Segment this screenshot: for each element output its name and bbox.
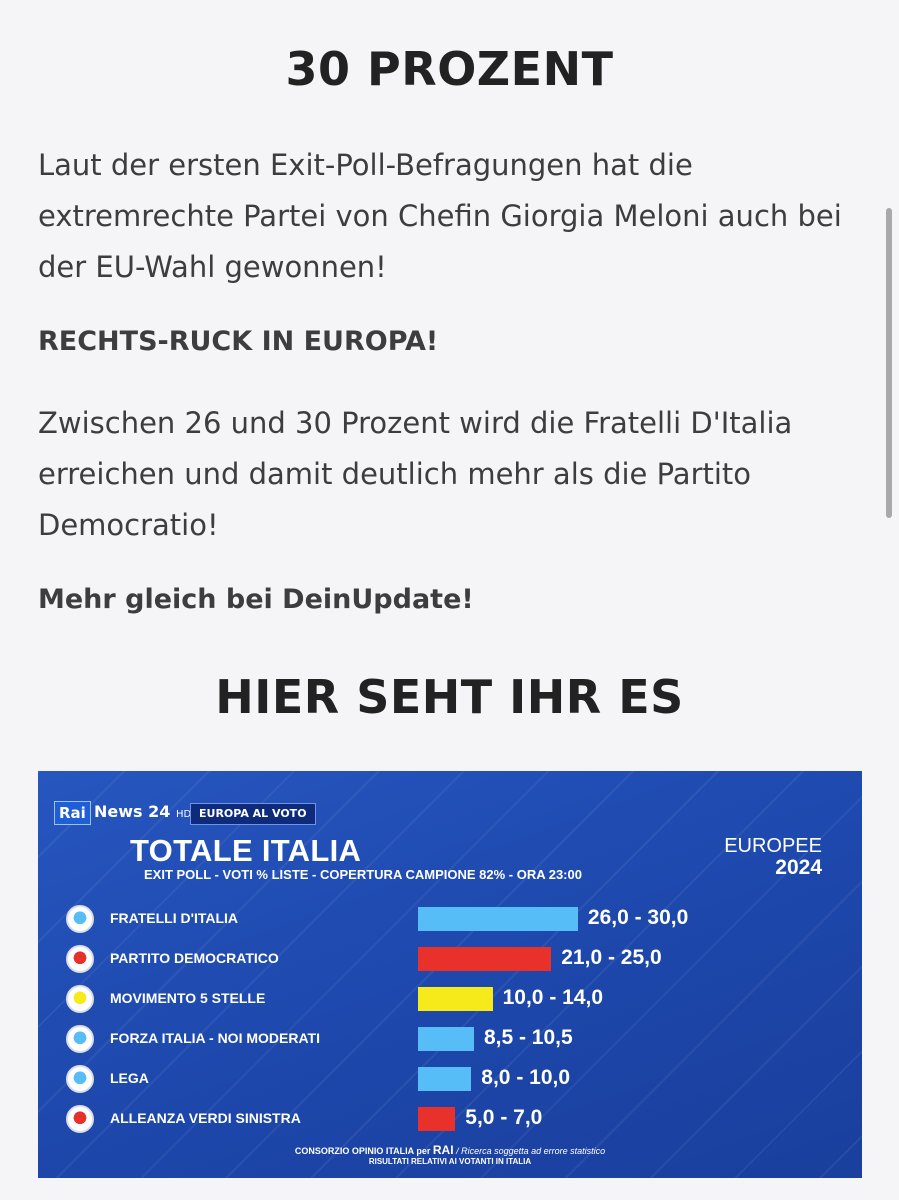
rai-logo: Rai (54, 801, 91, 825)
europa-al-voto-tag: EUROPA AL VOTO (190, 803, 316, 825)
article-headline: 30 PROZENT (285, 42, 614, 96)
fdi-logo-icon (66, 905, 94, 933)
result-row: MOVIMENTO 5 STELLE 10,0 - 14,0 (38, 981, 862, 1017)
pd-logo-icon (66, 945, 94, 973)
result-value-label: 21,0 - 25,0 (561, 946, 662, 969)
source-rai: RAI (432, 1143, 454, 1157)
source-credit: CONSORZIO OPINIO ITALIA per RAI / Ricerc… (38, 1143, 862, 1157)
result-value-label: 8,0 - 10,0 (481, 1066, 571, 1089)
graphic-subtitle: EXIT POLL - VOTI % LISTE - COPERTURA CAM… (144, 867, 582, 882)
europee-label: EUROPEE (724, 835, 822, 857)
article-headline-secondary: HIER SEHT IHR ES (215, 670, 684, 724)
result-value-label: 5,0 - 7,0 (465, 1106, 543, 1129)
europee-2024-badge: EUROPEE 2024 (724, 835, 822, 879)
m5s-logo-icon (66, 985, 94, 1013)
source-scope: RISULTATI RELATIVI AI VOTANTI IN ITALIA (368, 1157, 532, 1166)
result-row: LEGA 8,0 - 10,0 (38, 1061, 862, 1097)
result-bar (418, 947, 552, 971)
party-name: FORZA ITALIA - NOI MODERATI (110, 1030, 320, 1046)
result-value-label: 10,0 - 14,0 (502, 986, 604, 1009)
avs-logo-icon (66, 1105, 94, 1133)
result-value-label: 26,0 - 30,0 (587, 906, 689, 929)
party-name: LEGA (110, 1070, 149, 1086)
vertical-scrollbar[interactable] (886, 208, 892, 518)
result-bar (418, 1107, 456, 1131)
fi-logo-icon (66, 1025, 94, 1053)
result-bar (418, 907, 578, 931)
source-prefix: CONSORZIO OPINIO ITALIA per (294, 1146, 431, 1156)
result-value-label: 8,5 - 10,5 (483, 1026, 573, 1049)
result-bar (418, 1027, 474, 1051)
news24-logo: News 24 HD (94, 801, 191, 826)
result-row: ALLEANZA VERDI SINISTRA 5,0 - 7,0 (38, 1101, 862, 1137)
result-row: FORZA ITALIA - NOI MODERATI 8,5 - 10,5 (38, 1021, 862, 1057)
lega-logo-icon (66, 1065, 94, 1093)
news24-label: News 24 (94, 802, 171, 821)
source-note: / Ricerca soggetta ad errore statistico (456, 1146, 606, 1156)
result-row: FRATELLI D'ITALIA 26,0 - 30,0 (38, 901, 862, 937)
party-name: ALLEANZA VERDI SINISTRA (110, 1110, 301, 1126)
party-name: MOVIMENTO 5 STELLE (110, 990, 266, 1006)
result-row: PARTITO DEMOCRATICO 21,0 - 25,0 (38, 941, 862, 977)
exit-poll-graphic: Rai News 24 HD EUROPA AL VOTO TOTALE ITA… (38, 771, 862, 1178)
europee-year: 2024 (775, 856, 822, 879)
result-bar (418, 1067, 472, 1091)
article-subheading: RECHTS-RUCK IN EUROPA! (38, 326, 439, 357)
article-paragraph-intro: Laut der ersten Exit-Poll-Befragungen ha… (38, 148, 842, 284)
hd-label: HD (175, 809, 192, 820)
article-paragraph-detail: Zwischen 26 und 30 Prozent wird die Frat… (38, 406, 793, 542)
article-call-to-action: Mehr gleich bei DeinUpdate! (38, 584, 474, 615)
party-name: PARTITO DEMOCRATICO (110, 950, 279, 966)
result-bar (418, 987, 493, 1011)
graphic-title: TOTALE ITALIA (130, 833, 362, 868)
party-name: FRATELLI D'ITALIA (110, 910, 239, 926)
